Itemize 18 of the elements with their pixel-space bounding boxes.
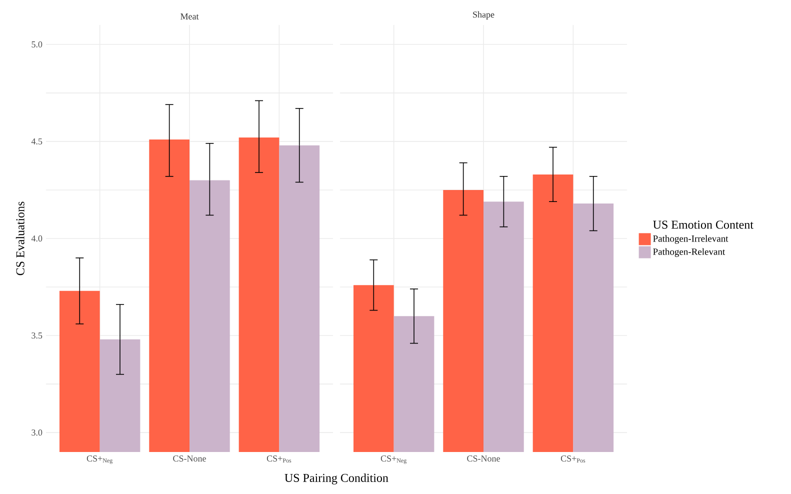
x-axis-title: US Pairing Condition [284, 474, 388, 484]
chart-title: Meat [180, 13, 199, 20]
y-tick-label: 3.0 [32, 430, 42, 436]
x-tick-label: CS+$_{Neg}$ [86, 456, 112, 464]
chart-title: Shape [473, 11, 494, 20]
x-tick-label: CS+$_{Pos}$ [560, 456, 586, 463]
legend-label: Pathogen-Relevant [653, 248, 726, 257]
y-axis-title: CS Evaluations [16, 202, 24, 276]
y-tick-label: 4.5 [31, 138, 42, 144]
y-tick-label: 3.5 [32, 332, 42, 339]
x-tick-label: CS+$_{Pos}$ [266, 456, 292, 463]
legend-title: US Emotion Content [653, 220, 754, 229]
x-tick-label: CS+$_{Neg}$ [380, 456, 406, 464]
y-tick-label: 5.0 [32, 41, 42, 48]
legend-label: Pathogen-Irrelevant [653, 235, 728, 244]
x-tick-label: CS-None [173, 456, 206, 462]
x-tick-label: CS-None [467, 456, 500, 462]
y-tick-label: 4.0 [31, 235, 42, 242]
